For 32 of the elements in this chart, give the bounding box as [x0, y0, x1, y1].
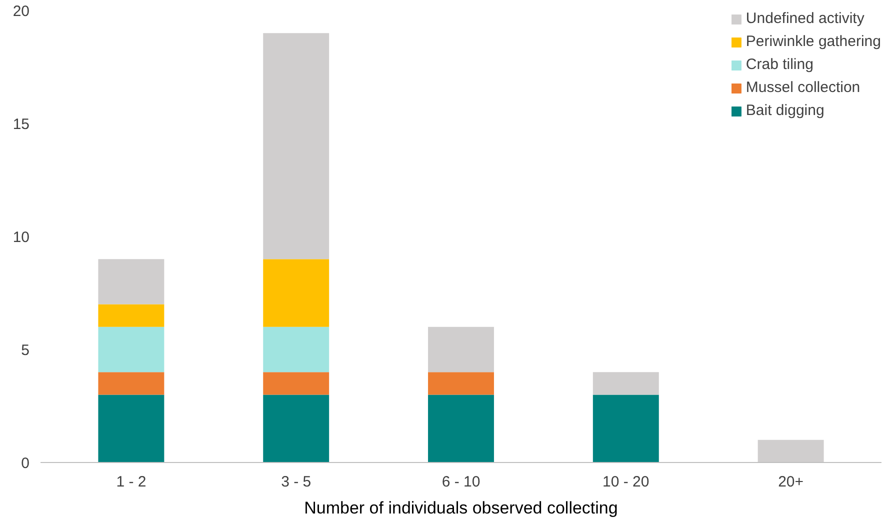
x-tick-label: 1 - 2 — [116, 474, 146, 490]
x-axis-title: Number of individuals observed collecting — [304, 498, 618, 518]
x-tick-label: 6 - 10 — [442, 474, 480, 490]
y-tick-label: 15 — [12, 116, 30, 133]
legend-label: Periwinkle gathering — [746, 33, 881, 50]
bar — [263, 259, 330, 327]
legend-label: Mussel collection — [746, 79, 860, 96]
bar — [263, 394, 330, 462]
bar — [98, 326, 164, 372]
bar — [592, 394, 659, 462]
x-tick-label: 20+ — [778, 474, 804, 490]
bar — [98, 394, 164, 462]
legend-label: Bait digging — [746, 102, 824, 119]
x-tick-label: 10 - 20 — [602, 474, 650, 490]
bar — [428, 326, 494, 372]
bar — [592, 372, 659, 395]
bar — [263, 372, 330, 395]
bar — [98, 304, 164, 327]
y-tick-label: 0 — [21, 455, 30, 472]
y-tick-label: 5 — [21, 342, 30, 359]
y-tick-label: 20 — [12, 3, 30, 20]
y-tick-label: 10 — [12, 229, 30, 246]
bar — [98, 372, 164, 395]
legend-label: Undefined activity — [746, 10, 864, 27]
bar — [428, 394, 494, 462]
bar — [98, 259, 164, 304]
bar — [428, 372, 494, 395]
bar — [758, 440, 824, 462]
bar — [263, 326, 330, 372]
bar — [263, 33, 330, 260]
legend-label: Crab tiling — [746, 56, 814, 73]
x-tick-label: 3 - 5 — [281, 474, 312, 490]
